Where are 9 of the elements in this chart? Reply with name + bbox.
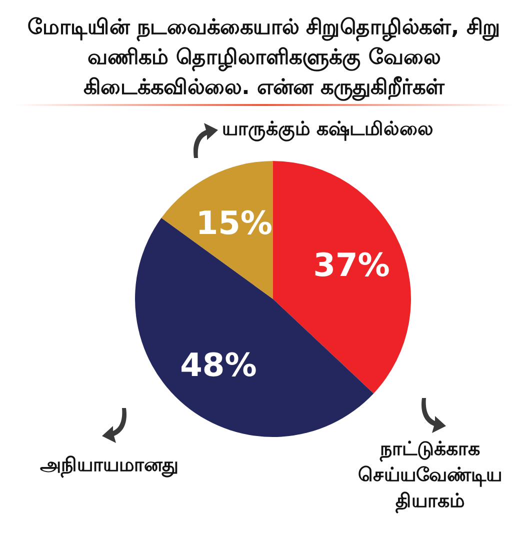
slice-label: நாட்டுக்காக செய்யவேண்டிய தியாகம் [357, 437, 503, 514]
data-label: 48% [180, 346, 257, 384]
chart-title: மோடியின் நடவைக்கையால் சிறுதொழில்கள், சிறு வணிகம் தொழிலாளிகளுக்கு வேலை கிடைக்கவில்லை. என்ன கருதுகிறீர்கள் [26, 14, 502, 102]
slice-label: யாருக்கும் கஷ்டமில்லை [222, 117, 435, 142]
data-label: 37% [313, 246, 390, 284]
pie-slice [273, 161, 411, 394]
pie-slice [161, 161, 273, 299]
slice-label: அநியாயமானது [40, 453, 179, 478]
data-label: 15% [196, 204, 272, 242]
